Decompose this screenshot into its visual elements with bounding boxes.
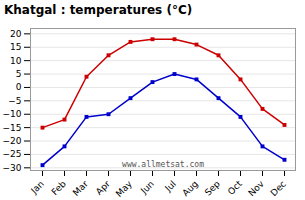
- svg-text:15: 15: [10, 42, 21, 52]
- svg-text:Aug: Aug: [180, 179, 200, 198]
- svg-text:Nov: Nov: [246, 178, 266, 198]
- svg-text:www.allmetsat.com: www.allmetsat.com: [122, 160, 204, 169]
- svg-text:Mar: Mar: [71, 178, 90, 197]
- svg-text:Feb: Feb: [50, 179, 69, 198]
- svg-text:Jul: Jul: [162, 179, 177, 194]
- svg-text:Dec: Dec: [269, 179, 288, 198]
- svg-text:Sep: Sep: [203, 179, 222, 198]
- svg-text:−5: −5: [8, 96, 21, 106]
- svg-text:Jan: Jan: [28, 179, 46, 197]
- svg-text:5: 5: [16, 69, 22, 79]
- svg-text:Apr: Apr: [94, 179, 112, 197]
- svg-text:20: 20: [10, 29, 22, 39]
- html-text:Khatgal : temperatures (°C): Khatgal : temperatures (°C): [4, 3, 193, 17]
- svg-text:−20: −20: [3, 136, 22, 146]
- svg-text:−30: −30: [3, 163, 22, 173]
- svg-text:10: 10: [10, 56, 22, 66]
- svg-text:−10: −10: [3, 109, 22, 119]
- svg-text:−15: −15: [3, 123, 22, 133]
- svg-text:0: 0: [16, 82, 22, 92]
- svg-text:Jun: Jun: [138, 179, 156, 197]
- svg-text:May: May: [114, 178, 135, 198]
- svg-text:Oct: Oct: [226, 178, 244, 196]
- svg-text:−25: −25: [3, 149, 22, 159]
